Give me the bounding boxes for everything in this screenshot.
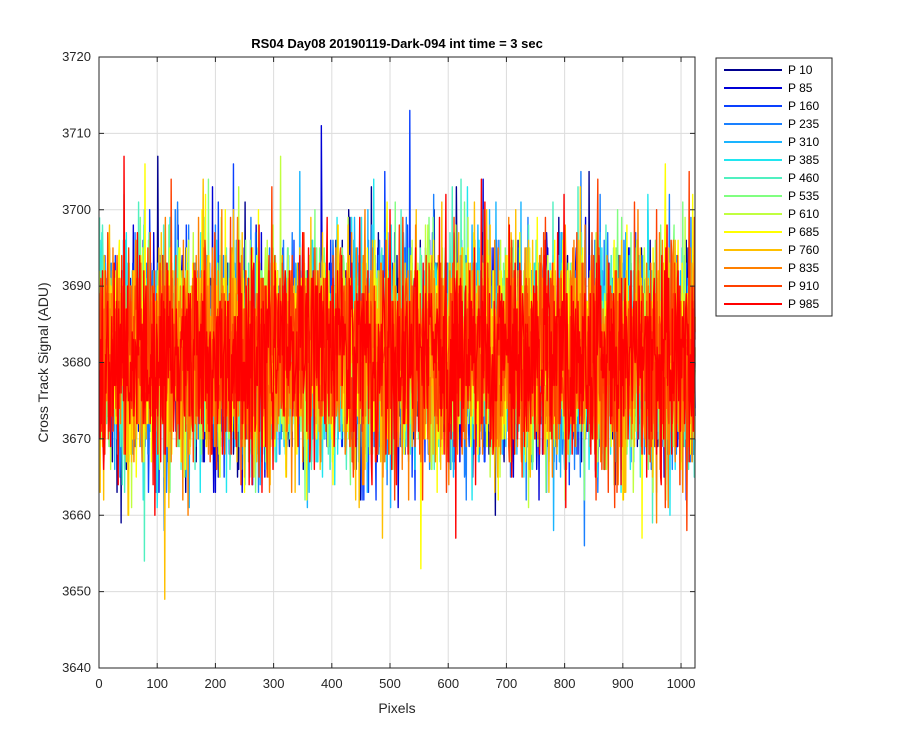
chart-title: RS04 Day08 20190119-Dark-094 int time = … — [251, 36, 543, 51]
legend-entry-label: P 835 — [788, 261, 819, 275]
legend-entry-label: P 685 — [788, 225, 819, 239]
axis-ticks: 0 100 200 300 400 500 600 700 800 900 1000 3640 3650… — [62, 49, 695, 691]
y-tick-label: 3650 — [62, 584, 91, 599]
x-tick-label: 800 — [554, 676, 576, 691]
x-tick-label: 0 — [95, 676, 102, 691]
legend-entry-label: P 535 — [788, 189, 819, 203]
legend-entry-label: P 310 — [788, 135, 819, 149]
legend-entry-label: P 85 — [788, 81, 813, 95]
y-tick-label: 3720 — [62, 49, 91, 64]
y-tick-label: 3660 — [62, 507, 91, 522]
y-tick-label: 3700 — [62, 202, 91, 217]
y-tick-label: 3670 — [62, 431, 91, 446]
legend-entry-label: P 760 — [788, 243, 819, 257]
x-tick-label: 200 — [205, 676, 227, 691]
x-tick-label: 500 — [379, 676, 401, 691]
legend-entry-label: P 460 — [788, 171, 819, 185]
y-tick-label: 3680 — [62, 355, 91, 370]
y-axis-title: Cross Track Signal (ADU) — [35, 282, 51, 442]
x-tick-label: 400 — [321, 676, 343, 691]
legend-entry-label: P 910 — [788, 279, 819, 293]
legend-entry-label: P 160 — [788, 99, 819, 113]
x-tick-label: 100 — [146, 676, 168, 691]
legend-entry-label: P 985 — [788, 297, 819, 311]
series-lines — [98, 109, 696, 600]
y-tick-label: 3640 — [62, 660, 91, 675]
legend-entry-label: P 385 — [788, 153, 819, 167]
legend-entry-label: P 235 — [788, 117, 819, 131]
y-tick-label: 3710 — [62, 125, 91, 140]
legend-entry-label: P 610 — [788, 207, 819, 221]
x-tick-label: 900 — [612, 676, 634, 691]
x-tick-label: 300 — [263, 676, 285, 691]
x-tick-label: 700 — [496, 676, 518, 691]
x-tick-label: 1000 — [667, 676, 696, 691]
legend-box — [715, 57, 833, 317]
series-line-p985 — [98, 155, 696, 539]
x-axis-title: Pixels — [378, 700, 415, 716]
y-tick-label: 3690 — [62, 278, 91, 293]
x-tick-label: 600 — [437, 676, 459, 691]
legend: P 10 P 85 P 160 P 235 P 310 P 385 P 460 P 535 P … — [715, 57, 833, 317]
legend-entry-label: P 10 — [788, 63, 813, 77]
